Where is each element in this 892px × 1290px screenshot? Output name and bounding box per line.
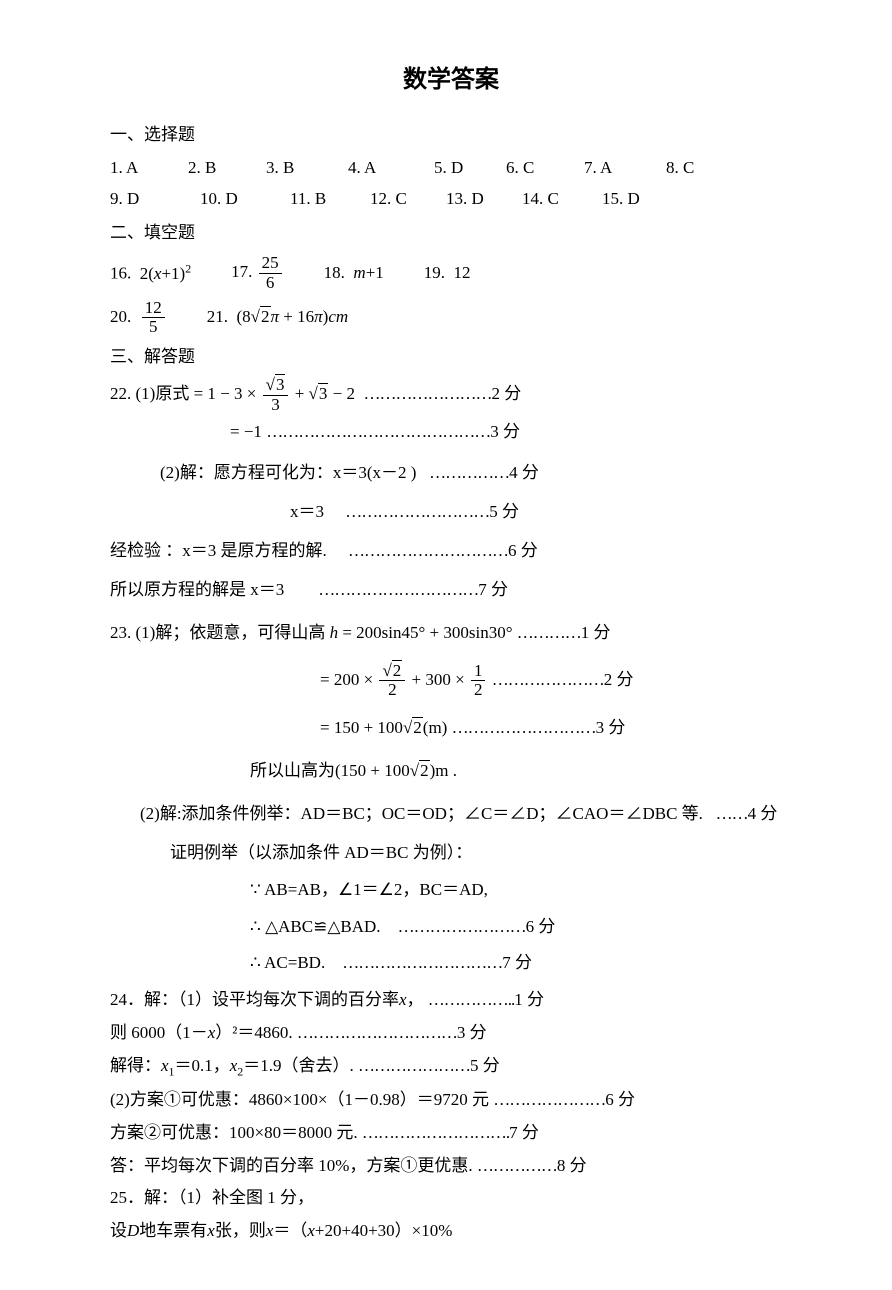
fill-row-2: 20. 125 21. (82π + 16π)cm bbox=[110, 299, 792, 337]
p24-line3: 解得：x1＝0.1，x2＝1.9（舍去）. …………………5 分 bbox=[110, 1052, 792, 1082]
q21-num: 21. bbox=[207, 307, 228, 326]
p23-2-s2: ∴ △ABC≌△BAD. ……………………6 分 bbox=[110, 913, 792, 942]
q19: 19. 12 bbox=[424, 259, 471, 288]
page-title: 数学答案 bbox=[110, 60, 792, 101]
q18: 18. m+1 bbox=[324, 259, 384, 288]
section-fill-title: 二、填空题 bbox=[110, 219, 792, 248]
p22-line2: = −1 ……………………………………3 分 bbox=[110, 418, 792, 447]
mc-13.: 13. D bbox=[446, 185, 522, 214]
p24-line6: 答：平均每次下调的百分率 10%，方案①更优惠. ……………8 分 bbox=[110, 1152, 792, 1181]
p24-line5: 方案②可优惠：100×80＝8000 元. ……………………….7 分 bbox=[110, 1119, 792, 1148]
q21: 21. (82π + 16π)cm bbox=[207, 303, 348, 332]
p23-line2: = 200 × 22 + 300 × 12 …………………2 分 bbox=[110, 662, 792, 700]
p24-line4: (2)方案①可优惠：4860×100×（1－0.98）＝9720 元 ……………… bbox=[110, 1086, 792, 1115]
p22-check: 经检验 ：x＝3 是原方程的解. …………………………6 分 bbox=[110, 537, 792, 566]
p22-eq1: = 1 − 3 × 33 + 3 − 2 bbox=[194, 384, 360, 403]
fill-row-1: 16. 2(x+1)2 17. 256 18. m+1 19. 12 bbox=[110, 254, 792, 292]
p24-line1: 24．解：（1）设平均每次下调的百分率x， ……………..1 分 bbox=[110, 986, 792, 1015]
section-mc-title: 一、选择题 bbox=[110, 121, 792, 150]
q21-expr: (82π + 16π)cm bbox=[237, 307, 349, 326]
q19-num: 19. bbox=[424, 263, 445, 282]
mc-14.: 14. C bbox=[522, 185, 602, 214]
q16-expr: 2(x+1)2 bbox=[140, 264, 191, 283]
mc-6.: 6. C bbox=[506, 154, 584, 183]
p23-line1: 23. (1)解；依题意，可得山高 h = 200sin45° + 300sin… bbox=[110, 619, 792, 648]
p23-2-line1: (2)解:添加条件例举：AD＝BC；OC＝OD；∠C＝∠D；∠CAO＝∠DBC … bbox=[110, 800, 792, 829]
mc-4.: 4. A bbox=[348, 154, 434, 183]
mc-3.: 3. B bbox=[266, 154, 348, 183]
q19-val: 12 bbox=[454, 263, 471, 282]
q17-frac: 256 bbox=[259, 254, 282, 292]
p25-line2: 设D地车票有x张，则x＝（x+20+40+30）×10% bbox=[110, 1217, 792, 1246]
mc-7.: 7. A bbox=[584, 154, 666, 183]
mc-9.: 9. D bbox=[110, 185, 200, 214]
mc-15.: 15. D bbox=[602, 185, 678, 214]
p23-2-proof: 证明例举（以添加条件 AD＝BC 为例）： bbox=[110, 839, 792, 868]
mc-row-2: 9. D10. D11. B12. C13. D14. C15. D bbox=[110, 185, 792, 214]
p22-final: 所以原方程的解是 x＝3 …………………………7 分 bbox=[110, 576, 792, 605]
q20-frac: 125 bbox=[142, 299, 165, 337]
q17: 17. 256 bbox=[231, 254, 284, 292]
mc-1.: 1. A bbox=[110, 154, 188, 183]
mc-2.: 2. B bbox=[188, 154, 266, 183]
mc-row-1: 1. A2. B3. B4. A5. D6. C7. A8. C bbox=[110, 154, 792, 183]
p22-2-line2: x＝3 ………………………5 分 bbox=[110, 498, 792, 527]
q18-expr: m+1 bbox=[353, 263, 383, 282]
q16-num: 16. bbox=[110, 264, 131, 283]
q17-num: 17. bbox=[231, 262, 252, 281]
q16: 16. 2(x+1)2 bbox=[110, 258, 191, 289]
q20-num: 20. bbox=[110, 307, 131, 326]
section-solve-title: 三、解答题 bbox=[110, 343, 792, 372]
p22-line1: 22. (1)原式 = 1 − 3 × 33 + 3 − 2 ……………………2… bbox=[110, 376, 792, 414]
p25-line1: 25．解：（1）补全图 1 分， bbox=[110, 1184, 792, 1213]
p23-2-s1: ∵ AB=AB，∠1＝∠2，BC＝AD, bbox=[110, 876, 792, 905]
p23-2-s3: ∴ AC=BD. …………………………7 分 bbox=[110, 949, 792, 978]
q18-num: 18. bbox=[324, 263, 345, 282]
mc-11.: 11. B bbox=[290, 185, 370, 214]
p23-line3: = 150 + 1002(m) ………………………3 分 bbox=[110, 714, 792, 743]
mc-5.: 5. D bbox=[434, 154, 506, 183]
p24-line2: 则 6000（1－x）²＝4860. …………………………3 分 bbox=[110, 1019, 792, 1048]
p22-2-line1: (2)解：愿方程可化为：x＝3(x－2 ) ……………4 分 bbox=[110, 459, 792, 488]
mc-10.: 10. D bbox=[200, 185, 290, 214]
page: 数学答案 一、选择题 1. A2. B3. B4. A5. D6. C7. A8… bbox=[0, 0, 892, 1290]
mc-8.: 8. C bbox=[666, 154, 726, 183]
p23-final: 所以山高为(150 + 1002)m . bbox=[110, 757, 792, 786]
q20: 20. 125 bbox=[110, 299, 167, 337]
mc-12.: 12. C bbox=[370, 185, 446, 214]
